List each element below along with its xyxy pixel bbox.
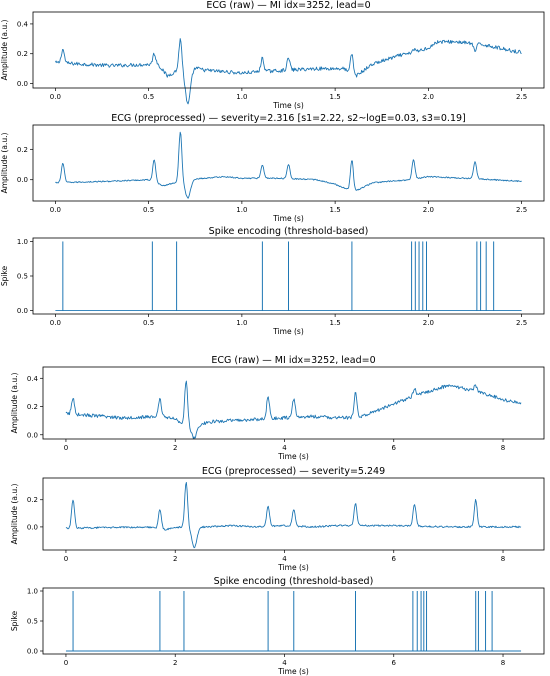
y-axis-label: Amplitude (a.u.) <box>10 484 19 545</box>
x-tick-label: 6 <box>392 444 397 452</box>
x-tick-label: 2.0 <box>423 93 434 101</box>
ecg-trace-line <box>65 481 522 549</box>
y-tick-label: 0.0 <box>17 80 28 88</box>
x-axis-label: Time (s) <box>272 327 304 336</box>
y-axis-label: Spike <box>10 610 19 631</box>
x-tick-label: 8 <box>501 659 505 667</box>
y-axis-label: Spike <box>0 265 9 286</box>
x-tick-label: 0.0 <box>50 319 61 327</box>
x-tick-label: 0.5 <box>143 206 154 214</box>
x-tick-label: 0.5 <box>143 93 154 101</box>
chart-panel-4: ECG (raw) — MI idx=3252, lead=0 0 2 4 6 8 0.0 0… <box>10 355 545 461</box>
y-axis-label: Amplitude (a.u.) <box>10 373 19 434</box>
x-tick-label: 0.5 <box>143 319 154 327</box>
chart-title: ECG (preprocessed) — severity=5.249 <box>202 466 385 477</box>
x-axis-label: Time (s) <box>277 563 309 572</box>
x-tick-label: 1.0 <box>236 93 247 101</box>
x-tick-label: 8 <box>501 444 505 452</box>
y-tick-label: 0.5 <box>17 273 28 281</box>
x-axis-label: Time (s) <box>272 101 304 110</box>
x-tick-label: 4 <box>282 555 287 563</box>
x-tick-label: 2 <box>173 659 177 667</box>
x-tick-label: 2.5 <box>516 206 527 214</box>
x-tick-label: 2 <box>173 555 177 563</box>
y-tick-label: 0.2 <box>27 403 38 411</box>
x-tick-label: 2.0 <box>423 319 434 327</box>
x-tick-label: 4 <box>282 659 287 667</box>
x-tick-label: 8 <box>501 555 505 563</box>
y-axis-label: Amplitude (a.u.) <box>0 20 9 81</box>
x-tick-label: 1.5 <box>330 319 341 327</box>
x-tick-label: 0.0 <box>50 206 61 214</box>
x-tick-label: 2.0 <box>423 206 434 214</box>
y-tick-label: 1.0 <box>17 238 28 246</box>
chart-panel-1: ECG (raw) — MI idx=3252, lead=0 0.0 0.5 1.0… <box>0 0 545 110</box>
x-axis-label: Time (s) <box>272 214 304 223</box>
y-tick-label: 0.5 <box>27 618 38 626</box>
x-tick-label: 6 <box>392 659 397 667</box>
ecg-trace-line <box>54 38 522 105</box>
ecg-trace-line <box>55 131 522 199</box>
x-tick-label: 4 <box>282 444 287 452</box>
y-tick-label: 0.0 <box>17 307 28 315</box>
plot-frame <box>32 124 545 202</box>
y-tick-label: 0.0 <box>27 648 38 656</box>
x-tick-label: 1.5 <box>330 93 341 101</box>
x-tick-label: 2.5 <box>516 93 527 101</box>
chart-title: Spike encoding (threshold-based) <box>214 576 374 587</box>
x-axis-label: Time (s) <box>277 667 309 676</box>
y-tick-label: 0.4 <box>27 375 39 383</box>
ecg-trace-line <box>65 380 522 440</box>
chart-panel-5: ECG (preprocessed) — severity=5.249 0 2 4 6 8… <box>10 466 545 572</box>
y-tick-label: 0.2 <box>27 496 38 504</box>
chart-title: ECG (raw) — MI idx=3252, lead=0 <box>206 0 370 11</box>
x-tick-label: 6 <box>392 555 397 563</box>
chart-panel-3: Spike encoding (threshold-based) 0.0 0.5 1.… <box>0 226 545 336</box>
y-tick-label: 0.2 <box>17 50 28 58</box>
chart-title: Spike encoding (threshold-based) <box>209 226 369 237</box>
chart-title: ECG (raw) — MI idx=3252, lead=0 <box>211 355 375 366</box>
x-tick-label: 1.0 <box>236 206 247 214</box>
chart-panel-6: Spike encoding (threshold-based) 0 2 4 6 8 0.0… <box>10 576 545 676</box>
x-tick-label: 0 <box>64 555 68 563</box>
chart-panel-2: ECG (preprocessed) — severity=2.316 [s1=… <box>0 113 545 223</box>
y-tick-label: 0.0 <box>27 431 38 439</box>
x-tick-label: 0.0 <box>50 93 61 101</box>
x-tick-label: 2.5 <box>516 319 527 327</box>
y-tick-label: 0.0 <box>27 523 38 531</box>
y-tick-label: 0.0 <box>17 176 28 184</box>
y-tick-label: 0.2 <box>17 146 28 154</box>
x-axis-label: Time (s) <box>277 452 309 461</box>
y-tick-label: 1.0 <box>27 588 38 596</box>
x-tick-label: 1.0 <box>236 319 247 327</box>
y-axis-label: Amplitude (a.u.) <box>0 133 9 194</box>
plot-frame <box>42 477 545 551</box>
x-tick-label: 0 <box>64 444 68 452</box>
x-tick-label: 1.5 <box>330 206 341 214</box>
y-tick-label: 0.4 <box>17 20 29 28</box>
x-tick-label: 0 <box>64 659 68 667</box>
plot-frame <box>32 11 545 89</box>
plot-frame <box>42 366 545 440</box>
x-tick-label: 2 <box>173 444 177 452</box>
chart-title: ECG (preprocessed) — severity=2.316 [s1=… <box>111 113 466 124</box>
